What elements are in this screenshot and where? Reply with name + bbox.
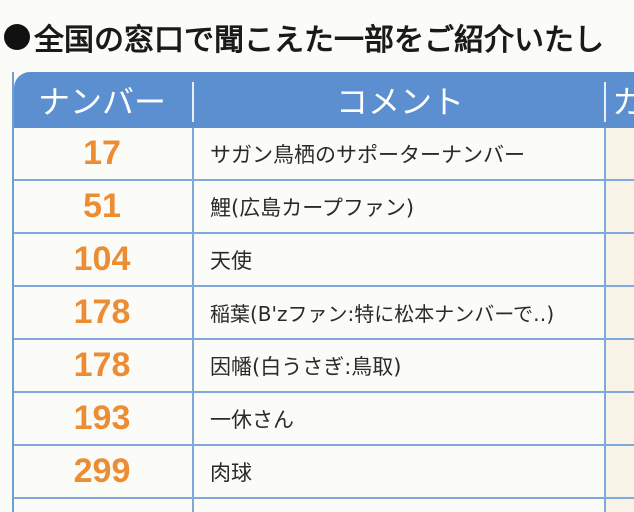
comment-cell: 因幡(白うさぎ:鳥取) [210,354,402,379]
number-cell: 104 [73,240,131,278]
table-row: 51 鯉(広島カープファン) [14,181,634,234]
column-divider [604,128,606,512]
table-row: 178 因幡(白うさぎ:鳥取) [14,340,634,393]
header-divider [192,82,194,122]
section-heading: 全国の窓口で聞こえた一部をご紹介いたし [4,14,634,60]
column-header-number: ナンバー [37,83,166,121]
table-row: 178 稲葉(B'zファン:特に松本ナンバーで‥) [14,287,634,340]
number-cell: 299 [73,452,131,490]
column-divider [192,128,194,512]
comment-cell: 一休さん [210,407,294,432]
number-cell: 51 [83,187,121,225]
section-heading-text: 全国の窓口で聞こえた一部をご紹介いたし [34,23,604,58]
comment-cell: 肉球 [210,460,252,485]
bullet-icon [4,24,30,50]
third-column-cells [606,128,634,512]
number-cell: 178 [73,293,131,331]
number-cell: 17 [83,134,121,172]
table-row: 104 天使 [14,234,634,287]
comment-cell: 稲葉(B'zファン:特に松本ナンバーで‥) [210,302,555,326]
header-divider [604,82,606,122]
column-header-comment: コメント [335,83,464,121]
comment-cell: 鯉(広島カープファン) [210,195,415,220]
table-row: 299 肉球 [14,446,634,499]
table-body: 17 サガン鳥栖のサポーターナンバー 51 鯉(広島カープファン) 104 天使… [14,128,634,499]
number-cell: 178 [73,346,131,384]
comment-cell: サガン鳥栖のサポーターナンバー [210,142,525,167]
number-comment-table: ナンバー コメント カ 17 サガン鳥栖のサポーターナンバー 51 鯉(広島カー… [12,72,634,512]
table-row: 17 サガン鳥栖のサポーターナンバー [14,128,634,181]
table-row: 193 一休さん [14,393,634,446]
number-cell: 193 [73,399,131,437]
column-header-third: カ [608,72,634,128]
comment-cell: 天使 [210,248,252,273]
table-header: ナンバー コメント カ [14,72,634,128]
